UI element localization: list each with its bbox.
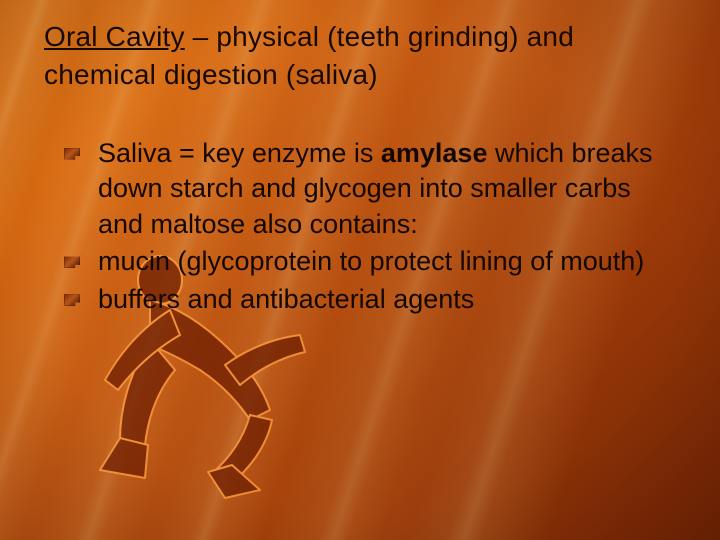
- list-item: mucin (glycoprotein to protect lining of…: [64, 244, 680, 280]
- slide-title: Oral Cavity – physical (teeth grinding) …: [44, 18, 680, 94]
- title-underlined: Oral Cavity: [44, 21, 185, 52]
- bullet-text-pre: mucin (glycoprotein to protect lining of…: [98, 246, 644, 276]
- list-item: buffers and antibacterial agents: [64, 282, 680, 318]
- bullet-text-bold: amylase: [381, 138, 488, 168]
- bullet-text-pre: Saliva = key enzyme is: [98, 138, 381, 168]
- list-item: Saliva = key enzyme is amylase which bre…: [64, 136, 680, 243]
- bullet-list: Saliva = key enzyme is amylase which bre…: [44, 136, 680, 318]
- slide: Oral Cavity – physical (teeth grinding) …: [0, 0, 720, 540]
- slide-content: Oral Cavity – physical (teeth grinding) …: [0, 0, 720, 318]
- bullet-text-pre: buffers and antibacterial agents: [98, 284, 474, 314]
